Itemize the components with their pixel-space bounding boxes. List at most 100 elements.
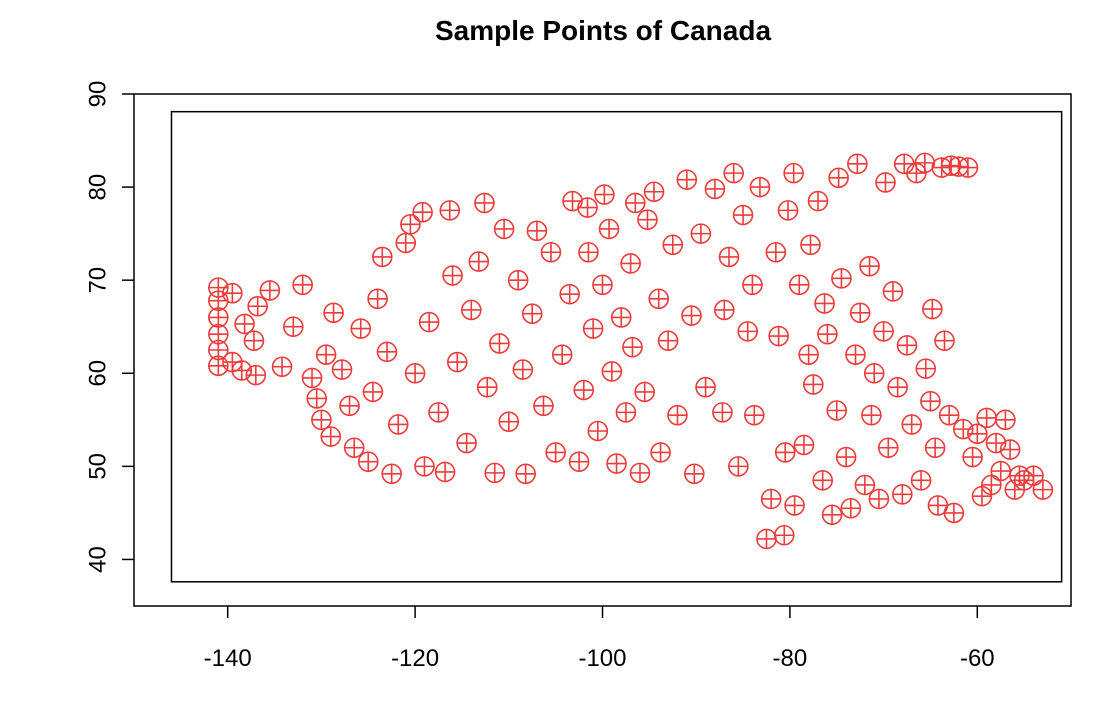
data-points (208, 152, 1054, 550)
data-point (434, 461, 456, 483)
data-point (439, 200, 461, 221)
data-point (765, 241, 787, 263)
data-point (873, 321, 894, 342)
data-point (598, 218, 620, 240)
data-point (234, 313, 255, 335)
y-tick-label: 90 (85, 81, 112, 108)
extent-box (170, 110, 1063, 583)
data-point (814, 293, 835, 314)
data-point (446, 351, 468, 373)
data-point (428, 402, 449, 423)
data-point (301, 367, 323, 389)
data-point (990, 460, 1012, 482)
data-point (587, 420, 609, 442)
data-point (914, 152, 936, 174)
data-point (854, 474, 876, 496)
data-point (922, 298, 943, 320)
data-point (681, 305, 702, 326)
data-point (573, 379, 595, 401)
data-point (966, 423, 988, 445)
data-point (938, 404, 960, 426)
data-point (222, 282, 243, 304)
data-point (807, 190, 829, 212)
data-point (749, 176, 771, 198)
data-point (803, 374, 824, 395)
data-point (910, 470, 932, 491)
x-tick-label: -140 (204, 645, 252, 672)
data-point (773, 524, 795, 546)
data-point (887, 376, 908, 398)
data-point (526, 220, 548, 242)
data-point (512, 359, 534, 380)
data-point (788, 274, 810, 296)
data-point (414, 456, 435, 477)
y-tick-label: 60 (85, 360, 112, 387)
data-point (271, 356, 293, 378)
data-point (760, 488, 782, 510)
data-point (712, 402, 733, 423)
data-point (367, 288, 388, 310)
data-point (847, 153, 868, 175)
data-point (798, 344, 819, 365)
data-point (533, 395, 554, 417)
data-point (817, 323, 838, 345)
data-point (648, 288, 670, 310)
data-point (468, 251, 490, 272)
data-point (545, 442, 566, 463)
data-point (915, 358, 937, 379)
data-point (456, 432, 477, 454)
data-point (594, 184, 615, 205)
data-point (743, 404, 765, 426)
data-point (732, 204, 754, 226)
data-point (343, 437, 365, 459)
data-point (376, 341, 398, 363)
data-point (540, 241, 562, 263)
data-point (412, 201, 433, 223)
data-point (461, 299, 482, 321)
data-point (493, 218, 515, 240)
data-point (924, 437, 946, 459)
data-point (901, 414, 923, 435)
data-point (695, 376, 716, 398)
y-tick-label: 50 (85, 453, 112, 480)
data-point (783, 162, 804, 184)
data-point (559, 283, 581, 305)
data-point (404, 362, 426, 384)
data-point (400, 214, 421, 235)
data-point (981, 474, 1002, 496)
data-point (957, 157, 979, 178)
data-point (1032, 479, 1054, 500)
data-point (934, 330, 955, 351)
data-point (484, 462, 506, 484)
data-point (667, 404, 688, 426)
data-point (1023, 465, 1044, 486)
data-point (577, 197, 598, 218)
data-point (868, 488, 890, 510)
data-point (350, 318, 372, 339)
data-point (861, 404, 882, 426)
data-point (243, 330, 265, 351)
data-point (381, 463, 402, 485)
data-point (737, 321, 759, 342)
data-point (498, 411, 520, 432)
data-point (742, 274, 763, 296)
data-point (840, 497, 862, 519)
data-point (442, 265, 463, 286)
data-point (718, 246, 740, 268)
data-point (315, 344, 337, 365)
x-tick-label: -60 (960, 645, 995, 672)
data-point (920, 390, 941, 412)
data-point (474, 192, 495, 214)
data-point (662, 234, 684, 256)
data-point (831, 268, 852, 289)
data-point (592, 274, 613, 296)
data-point (690, 223, 712, 244)
data-point (362, 381, 384, 403)
data-point (650, 442, 671, 463)
data-point (971, 485, 993, 507)
data-point (578, 241, 599, 263)
data-point (896, 335, 918, 356)
data-point (999, 439, 1021, 460)
data-point (247, 295, 268, 317)
data-point (615, 402, 637, 423)
